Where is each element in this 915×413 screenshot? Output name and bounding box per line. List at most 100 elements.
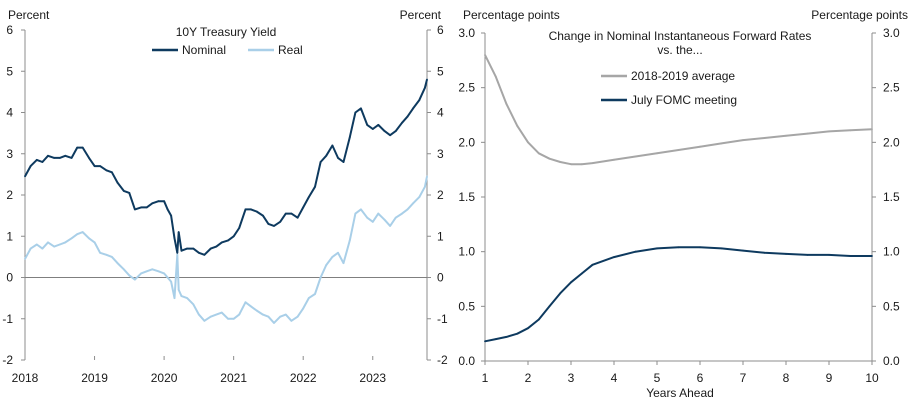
left-chart-point-real: [273, 322, 275, 324]
left-chart-point-nominal: [255, 210, 258, 213]
left-chart-y-tick-label-right: 0: [437, 271, 444, 285]
right-chart-y-tick-label: 1.5: [458, 190, 475, 204]
left-chart-point-real: [111, 256, 113, 258]
left-chart-line-nominal: [24, 79, 428, 256]
left-chart-y-tick-label: 2: [6, 188, 13, 202]
left-chart-point-real: [331, 256, 334, 258]
left-chart-point-nominal: [128, 192, 131, 194]
left-chart-point-nominal: [325, 154, 328, 157]
left-chart-point-real: [284, 313, 287, 316]
left-chart-point-real: [314, 293, 316, 295]
left-chart-point-real: [41, 247, 44, 250]
left-chart-point-real: [88, 237, 90, 240]
left-chart-point-nominal: [244, 208, 247, 211]
left-chart-x-tick-label: 2019: [81, 371, 108, 385]
left-chart-point-real: [157, 270, 160, 273]
left-chart-point-nominal: [99, 165, 101, 168]
left-chart-point-real: [145, 270, 148, 273]
right-chart-y-tick-label: 0.5: [458, 299, 475, 313]
right-chart-point-2018-2019-average: [537, 152, 540, 155]
left-chart-point-nominal: [76, 146, 79, 149]
left-chart-point-nominal: [302, 206, 305, 209]
left-chart-point-real: [418, 196, 421, 199]
left-chart-point-real: [337, 251, 339, 254]
left-chart-point-real: [170, 280, 173, 283]
left-chart-point-real: [302, 307, 305, 310]
left-chart-point-nominal: [29, 165, 32, 168]
left-chart-point-nominal: [180, 249, 183, 252]
left-chart-point-nominal: [284, 212, 287, 215]
left-chart-y-tick-label-right: -1: [437, 312, 448, 326]
left-chart-point-nominal: [64, 154, 67, 157]
left-chart-x-tick-label: 2021: [220, 371, 247, 385]
right-chart-point-2018-2019-average: [613, 158, 615, 161]
left-chart-left-unit: Percent: [8, 8, 50, 22]
right-chart-y-tick-label-right: 1.0: [883, 245, 900, 259]
right-chart-x-tick-label: 9: [826, 371, 833, 385]
left-chart-y-tick-label-right: 1: [437, 229, 444, 243]
left-chart-point-nominal: [273, 225, 275, 227]
left-chart-line-real: [24, 176, 428, 324]
left-chart-point-real: [177, 289, 180, 291]
right-chart-legend-label: July FOMC meeting: [631, 93, 737, 107]
right-chart-point-july-fomc-meeting: [591, 263, 594, 266]
left-chart-point-real: [64, 241, 67, 244]
left-chart-y-tick-label: 3: [6, 147, 13, 161]
right-chart-point-2018-2019-average: [785, 134, 787, 137]
left-chart-point-real: [424, 185, 426, 188]
right-chart-y-tick-label-right: 0.5: [883, 299, 900, 313]
left-chart-point-real: [232, 317, 235, 320]
right-chart-point-july-fomc-meeting: [570, 281, 572, 284]
left-chart-right-unit: Percent: [400, 8, 442, 22]
left-chart-point-real: [377, 212, 380, 215]
left-chart-point-nominal: [406, 115, 409, 118]
left-chart-point-real: [173, 297, 176, 299]
right-chart-x-tick-label: 3: [568, 371, 575, 385]
left-chart-point-nominal: [176, 251, 179, 254]
left-chart-point-real: [267, 315, 270, 318]
right-chart-y-tick-label-right: 0.0: [883, 354, 900, 368]
right-chart-point-2018-2019-average: [559, 161, 562, 163]
left-chart: Percent Percent 10Y Treasury Yield Nomin…: [2, 8, 448, 385]
right-chart-point-july-fomc-meeting: [634, 250, 637, 253]
right-chart-y-tick-label-right: 2.0: [883, 135, 900, 149]
left-chart-point-real: [24, 258, 26, 260]
left-chart-y-tick-label: -1: [2, 312, 13, 326]
left-chart-point-nominal: [354, 111, 357, 114]
left-chart-point-real: [116, 262, 119, 264]
right-chart-point-july-fomc-meeting: [613, 256, 615, 258]
right-chart-x-tick-label: 1: [482, 371, 489, 385]
left-chart-y-tick-label-right: 3: [437, 147, 444, 161]
left-chart-legend: Nominal Real: [152, 43, 303, 57]
right-chart-point-july-fomc-meeting: [548, 305, 551, 308]
left-chart-point-real: [58, 243, 61, 246]
left-chart-point-nominal: [151, 202, 154, 205]
left-chart-point-real: [244, 301, 247, 304]
right-chart-y-tick-label-right: 3.0: [883, 26, 900, 40]
left-chart-point-nominal: [170, 214, 173, 217]
left-chart-point-nominal: [203, 253, 206, 256]
left-chart-x-tick-label: 2022: [290, 371, 317, 385]
right-chart-point-2018-2019-average: [527, 141, 529, 144]
right-chart-point-2018-2019-average: [634, 155, 637, 158]
right-chart-x-ticks: 1 2 3 4 5 6 7 8 9 10: [482, 361, 879, 385]
right-chart-left-unit: Percentage points: [463, 8, 560, 22]
left-chart-point-nominal: [163, 200, 166, 203]
left-chart-point-nominal: [342, 161, 345, 163]
left-chart-point-real: [29, 247, 32, 250]
left-chart-y-tick-label-right: 4: [437, 106, 444, 120]
right-chart-point-july-fomc-meeting: [559, 292, 562, 295]
left-chart-y-tick-label-right: 6: [437, 23, 444, 37]
right-chart-point-2018-2019-average: [580, 163, 583, 166]
left-chart-point-real: [255, 309, 258, 312]
left-chart-point-nominal: [314, 185, 316, 188]
left-chart-point-real: [47, 241, 49, 244]
left-chart-point-real: [53, 245, 56, 248]
left-chart-point-nominal: [140, 206, 143, 209]
left-chart-point-real: [389, 225, 391, 227]
left-chart-point-real: [128, 274, 131, 277]
right-chart-point-2018-2019-average: [849, 129, 852, 132]
left-chart-point-real: [279, 315, 282, 318]
left-chart-legend-label: Real: [278, 43, 303, 57]
left-chart-y-tick-label-right: -2: [437, 353, 448, 367]
